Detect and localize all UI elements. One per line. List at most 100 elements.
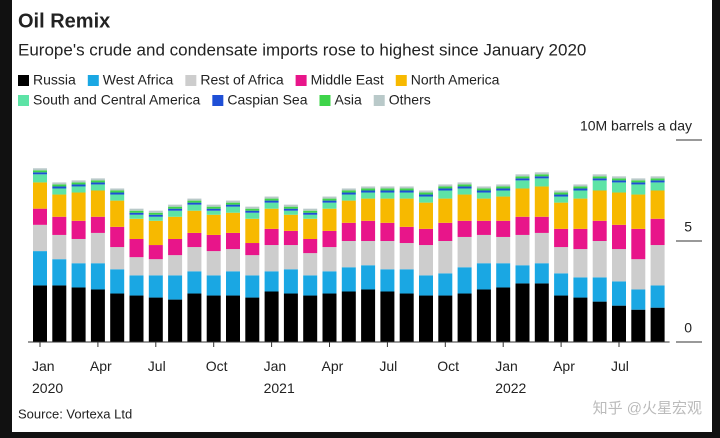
source: Source: Vortexa Ltd [18,406,132,421]
bar-segment [380,188,395,191]
bar-segment [380,222,395,241]
bar-segment [52,259,67,286]
chart-title: Oil Remix [18,10,110,32]
bar-segment [226,271,240,296]
bar-segment [361,198,376,221]
bar-segment [168,210,183,217]
bar-segment [515,283,530,342]
bar-segment [361,220,376,241]
bar-segment [52,188,67,195]
bar-segment [631,228,646,260]
bar-segment [226,200,240,203]
bar-segment [264,202,279,209]
bar-segment [399,188,414,191]
bar-segment [33,285,47,342]
bar-segment [476,234,491,264]
bar-segment [476,188,491,191]
bar-segment [33,182,47,209]
bar-segment [399,293,414,342]
bar-segment [515,178,530,181]
bar-segment [438,241,453,274]
bar-segment [110,190,125,193]
bar-segment [226,212,240,233]
bar-segment [322,202,337,209]
bar-segment [187,202,202,205]
bar-segment [33,224,47,252]
bar-segment [283,293,298,342]
bar-segment [496,190,511,197]
bar-segment [631,259,646,290]
bar-segment [476,220,491,235]
bar-segment [380,269,395,292]
bar-segment [438,295,453,342]
bar-segment [283,210,298,215]
bar-segment [631,178,646,181]
bar-segment [322,196,337,199]
bar-segment [419,202,433,229]
bar-segment [515,188,530,217]
x-tick-label: Oct [437,358,460,374]
bar-segment [554,192,569,195]
bar-segment [534,186,549,217]
bar-segment [341,190,356,193]
bar-segment [554,228,569,248]
bar-segment [515,180,530,189]
bar-segment [419,245,433,276]
bar-segment [206,208,221,211]
bar-segment [322,293,337,342]
bar-segment [168,299,183,342]
bar-segment [71,182,86,185]
bar-segment [187,247,202,272]
bar-segment [52,184,67,187]
bar-segment [148,259,163,276]
bar-segment [148,220,163,246]
bar-segment [457,186,472,189]
bar-segment [264,271,279,292]
bar-segment [612,224,626,250]
bar-segment [554,273,569,296]
bar-segment [399,269,414,294]
bar-segment [361,192,376,199]
bar-segment [341,291,356,342]
bar-segment [168,255,183,276]
bar-segment [457,293,472,342]
bar-segment [573,184,588,187]
bar-segment [573,277,588,298]
bar-segment [303,218,318,239]
bar-segment [264,291,279,342]
bar-segment [592,277,607,302]
bar-segment [592,220,607,241]
bar-segment [573,188,588,191]
bar-segment [283,269,298,294]
bar-segment [110,293,125,342]
bar-segment [52,182,67,185]
bar-segment [187,204,202,211]
bar-segment [206,214,221,235]
bar-segment [399,192,414,199]
bar-segment [303,253,318,276]
bar-segment [129,295,144,342]
bar-segment [303,210,318,213]
bar-segment [476,192,491,199]
bar-segment [476,186,491,189]
bar-segment [206,204,221,207]
bar-segment [283,206,298,209]
bar-segment [612,305,626,342]
bar-segment [341,241,356,268]
legend-label: Asia [335,92,362,108]
bar-segment [419,192,433,195]
bar-segment [322,247,337,272]
bar-segment [419,190,433,193]
bar-segment [573,198,588,229]
bar-segment [612,178,626,181]
bar-segment [245,206,260,209]
bar-segment [129,214,144,219]
x-tick-label: Jan 2021 [263,358,295,396]
bar-segment [168,238,183,256]
bar-segment [129,212,144,215]
bar-segment [129,238,144,258]
bar-segment [148,275,163,298]
bar-segment [52,186,67,189]
bar-segment [341,222,356,241]
legend-label: West Africa [103,72,174,88]
